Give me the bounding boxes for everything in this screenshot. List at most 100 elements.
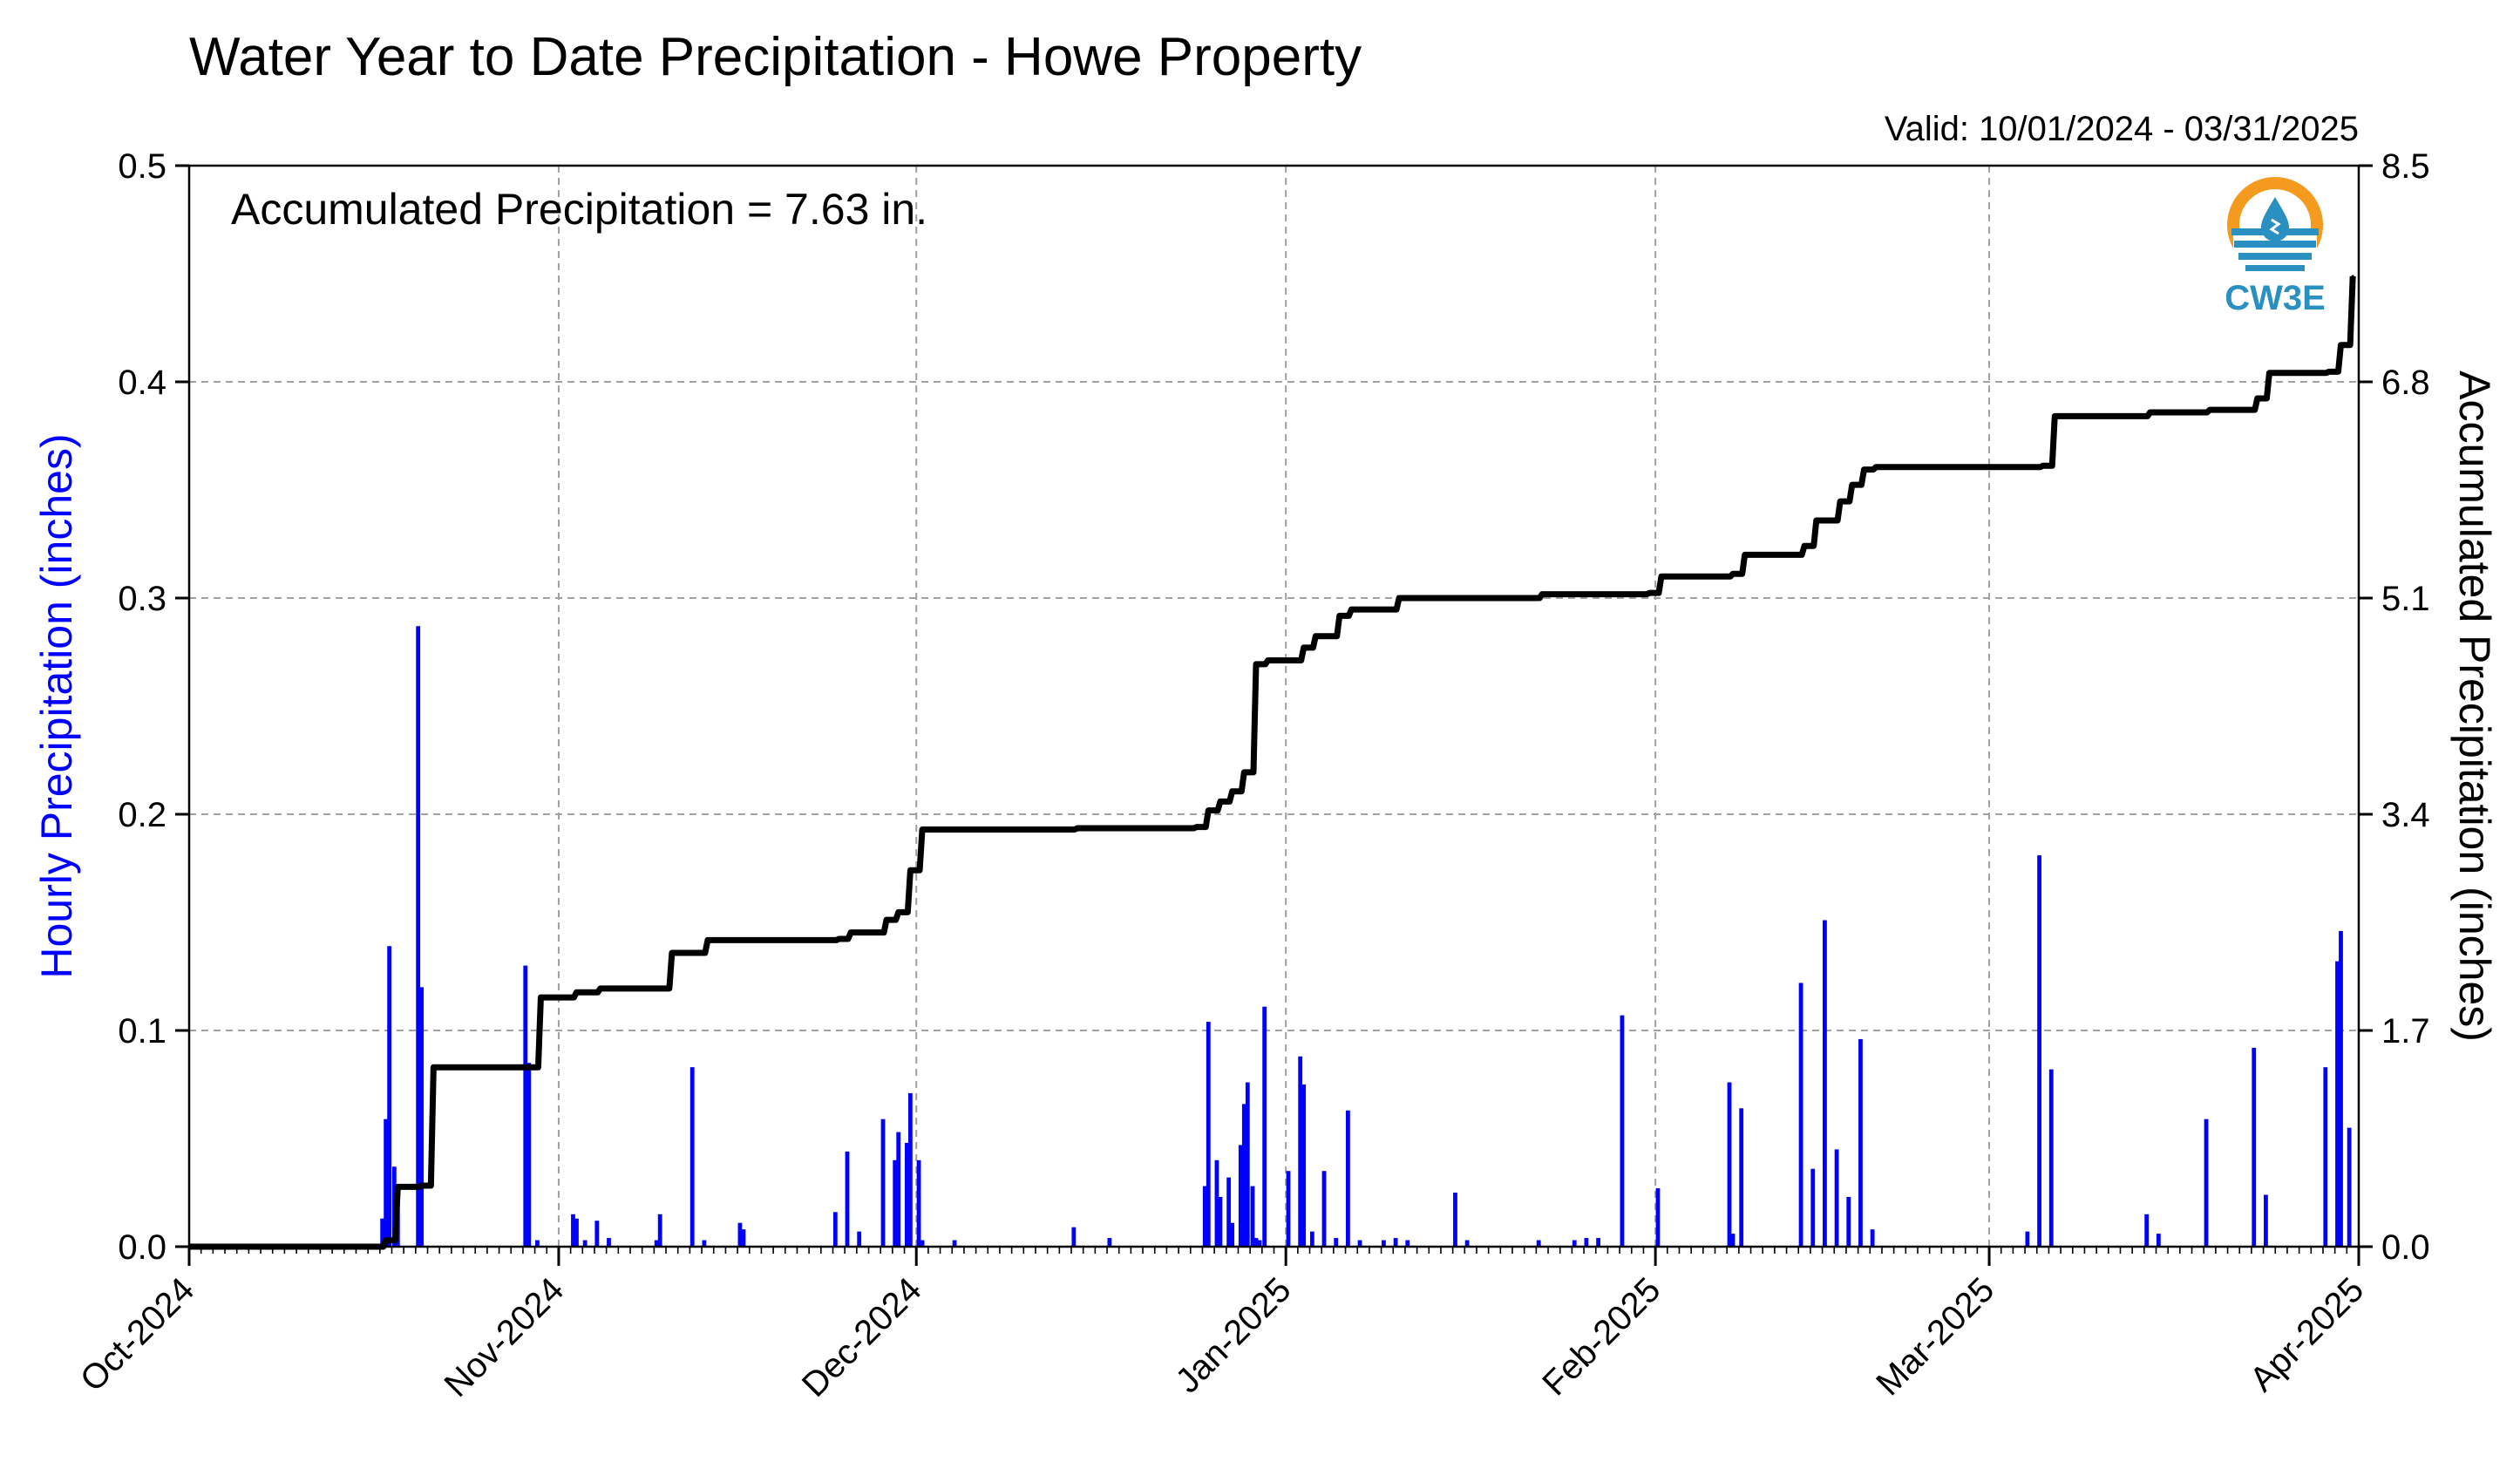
hourly-bars <box>380 626 2352 1247</box>
accumulated-point <box>706 938 710 942</box>
hourly-bar <box>607 1238 611 1247</box>
hourly-bar <box>1393 1238 1398 1247</box>
hourly-bar <box>916 1159 921 1247</box>
accumulated-point <box>908 868 912 872</box>
y-left-tick-label: 0.2 <box>118 796 166 834</box>
accumulated-point <box>2041 464 2045 467</box>
accumulated-point <box>1803 544 1806 547</box>
hourly-bar <box>1238 1145 1243 1247</box>
hourly-bar <box>1218 1196 1223 1247</box>
hourly-bar <box>2048 1069 2054 1247</box>
x-tick-label: Jan-2025 <box>1168 1270 1298 1400</box>
accumulated-line <box>189 275 2356 1250</box>
hourly-bar <box>1257 1240 1262 1247</box>
hourly-bar <box>907 1092 913 1247</box>
accumulated-point <box>1195 826 1199 829</box>
accumulated-point <box>1647 591 1651 595</box>
y-right-tick-label: 1.7 <box>2381 1012 2430 1051</box>
hourly-bar <box>387 946 392 1247</box>
accumulated-point <box>849 931 852 935</box>
accumulated-point <box>897 910 900 914</box>
hourly-bar <box>1334 1238 1339 1247</box>
accumulated-point <box>1338 614 1342 617</box>
y-axis-left: 0.0 0.1 0.2 0.3 0.4 0.5 <box>118 147 189 1267</box>
hourly-bar <box>2252 1047 2257 1247</box>
hourly-bar <box>1107 1238 1112 1247</box>
hourly-bar <box>1206 1022 1211 1247</box>
hourly-bar <box>1262 1006 1267 1247</box>
y-axis-left-label: Hourly Precipitation (inches) <box>32 433 81 978</box>
hourly-bar <box>2037 855 2041 1247</box>
hourly-bar <box>1321 1171 1327 1247</box>
hourly-bar <box>1572 1240 1577 1247</box>
y-left-tick-label: 0.1 <box>118 1012 166 1051</box>
hourly-bar <box>1071 1227 1077 1247</box>
hourly-bar <box>1536 1240 1541 1247</box>
x-tick-label: Apr-2025 <box>2243 1270 2371 1398</box>
hourly-bar <box>574 1218 579 1247</box>
y-right-tick-label: 5.1 <box>2381 580 2430 618</box>
y-left-tick-label: 0.5 <box>118 147 166 186</box>
x-tick-label: Oct-2024 <box>73 1270 201 1398</box>
accumulated-point <box>885 918 888 921</box>
accumulated-point <box>837 937 840 941</box>
hourly-bar <box>1202 1186 1207 1247</box>
hourly-bar <box>896 1132 901 1247</box>
hourly-bar <box>1298 1056 1303 1247</box>
accumulated-point <box>658 987 662 990</box>
hourly-bar <box>2156 1234 2161 1247</box>
y-right-tick-label: 8.5 <box>2381 147 2430 186</box>
accumulated-point <box>539 996 542 999</box>
hourly-bar <box>2204 1119 2209 1247</box>
hourly-bar <box>737 1222 743 1247</box>
hourly-bar <box>1286 1171 1291 1247</box>
cw3e-logo-text: CW3E <box>2225 279 2326 317</box>
accumulated-point <box>1731 572 1735 575</box>
accumulated-point <box>431 1065 435 1069</box>
chart-title: Water Year to Date Precipitation - Howe … <box>189 27 1362 87</box>
accumulated-point <box>2053 414 2056 418</box>
cw3e-logo-emblem <box>2227 177 2323 274</box>
hourly-bar <box>2335 961 2340 1247</box>
hourly-bar <box>1870 1229 1875 1247</box>
y-axis-right: 0.0 1.7 3.4 5.1 6.8 8.5 <box>2359 147 2430 1267</box>
hourly-bar <box>1798 983 1803 1247</box>
hourly-bar <box>1250 1186 1255 1247</box>
hourly-bar <box>1301 1085 1307 1247</box>
y-right-tick-label: 3.4 <box>2381 796 2430 834</box>
hourly-bar <box>1464 1240 1470 1247</box>
accumulated-point <box>1349 608 1353 611</box>
x-tick-label: Mar-2025 <box>1869 1270 2001 1403</box>
y-left-tick-label: 0.3 <box>118 580 166 618</box>
hourly-bar <box>845 1151 850 1247</box>
accumulated-point <box>2149 411 2152 414</box>
hourly-bar <box>893 1159 898 1247</box>
accumulated-point <box>1660 575 1663 578</box>
hourly-bar <box>1345 1110 1350 1247</box>
hourly-bar <box>1245 1082 1250 1247</box>
hourly-bar <box>594 1221 600 1247</box>
accumulated-point <box>1314 635 1317 638</box>
accumulated-point <box>670 951 674 955</box>
y-left-tick-label: 0.0 <box>118 1228 166 1267</box>
hourly-bar <box>1834 1149 1839 1247</box>
accumulated-total-annotation: Accumulated Precipitation = 7.63 in. <box>231 185 927 234</box>
accumulated-point <box>1254 663 1258 666</box>
accumulated-point <box>1851 483 1854 486</box>
accumulated-point <box>384 1239 388 1242</box>
hourly-bar <box>1858 1038 1863 1247</box>
hourly-bar <box>1230 1222 1235 1247</box>
hourly-bar <box>1226 1177 1232 1247</box>
hourly-bar <box>689 1067 695 1247</box>
hourly-bar <box>1241 1104 1246 1247</box>
accumulated-point <box>1076 826 1079 830</box>
hourly-bar <box>2339 930 2343 1247</box>
hourly-bar <box>1453 1193 1457 1247</box>
hourly-bar <box>416 626 421 1247</box>
hourly-bar <box>904 1142 909 1247</box>
hourly-bar <box>571 1214 575 1247</box>
accumulated-point <box>920 828 924 832</box>
hourly-bar <box>535 1240 540 1247</box>
accumulated-point <box>527 1065 531 1069</box>
hourly-bar <box>1584 1238 1589 1247</box>
